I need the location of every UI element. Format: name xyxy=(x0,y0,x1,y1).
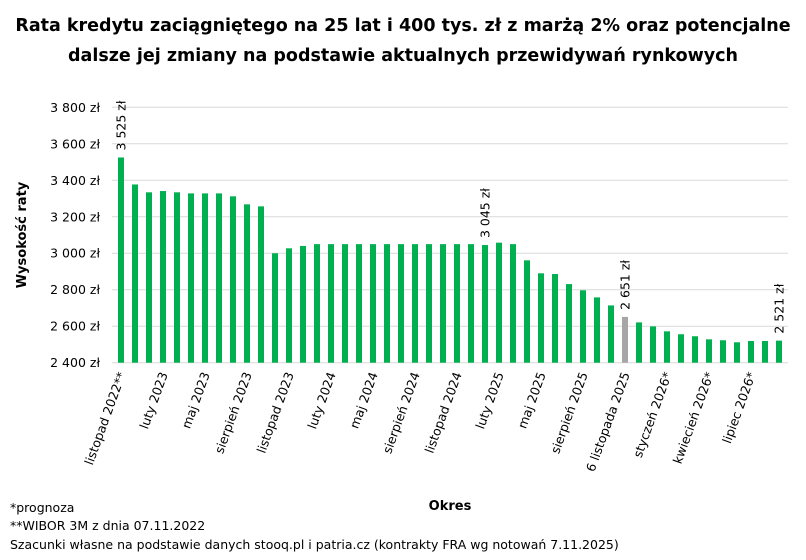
bar xyxy=(300,245,306,363)
bar xyxy=(510,244,516,363)
bar xyxy=(398,244,404,363)
bar xyxy=(762,340,768,363)
bar xyxy=(608,305,614,363)
footnote-wibor: **WIBOR 3M z dnia 07.11.2022 xyxy=(10,518,205,533)
bar xyxy=(692,336,698,363)
x-tick-label: luty 2024 xyxy=(304,370,338,431)
bar xyxy=(468,244,474,363)
data-label: 3 045 zł xyxy=(478,188,493,238)
x-tick-label: 6 listopada 2025 xyxy=(583,370,633,474)
bar xyxy=(454,244,460,363)
x-tick-label: listopad 2024 xyxy=(422,370,465,455)
bar xyxy=(356,244,362,363)
bar xyxy=(244,204,250,363)
footnote-source: Szacunki własne na podstawie danych stoo… xyxy=(10,537,619,552)
bar xyxy=(706,339,712,363)
bar xyxy=(440,244,446,363)
bar xyxy=(132,184,138,363)
bar xyxy=(636,322,642,363)
bar xyxy=(202,193,208,363)
y-tick-label: 3 600 zł xyxy=(50,136,100,151)
bars xyxy=(118,157,782,363)
bar xyxy=(538,273,544,363)
x-tick-label: kwiecień 2026* xyxy=(670,370,717,466)
bar xyxy=(370,244,376,363)
x-tick-label: listopad 2022** xyxy=(81,370,129,467)
x-tick-label: sierpień 2024 xyxy=(379,370,422,456)
bar xyxy=(594,297,600,363)
bar xyxy=(622,316,628,363)
x-tick-label: maj 2023 xyxy=(179,370,213,431)
bar xyxy=(174,192,180,363)
x-tick-label: lipiec 2026* xyxy=(719,370,759,446)
bar xyxy=(118,157,124,363)
x-tick-label: sierpień 2025 xyxy=(547,370,590,456)
x-tick-label: luty 2025 xyxy=(472,370,506,431)
bar xyxy=(314,244,320,363)
x-axis-ticks: listopad 2022** luty 2023 maj 2023sierpień… xyxy=(81,370,759,474)
bar xyxy=(230,196,236,363)
x-tick-label: styczeń 2026* xyxy=(630,370,675,460)
bar xyxy=(188,193,194,363)
y-tick-label: 3 400 zł xyxy=(50,173,100,188)
data-label: 2 651 zł xyxy=(618,260,633,310)
bar xyxy=(160,191,166,363)
bar xyxy=(146,192,152,363)
data-labels: 3 525 zł 3 045 zł 2 651 zł 2 521 zł xyxy=(114,100,787,333)
chart-title-line-1: Rata kredytu zaciągniętego na 25 lat i 4… xyxy=(15,16,790,36)
footnote-forecast: *prognoza xyxy=(10,500,74,515)
bar xyxy=(678,334,684,363)
bar xyxy=(776,340,782,363)
bar xyxy=(482,245,488,363)
x-tick-label: maj 2024 xyxy=(347,370,381,431)
bar xyxy=(216,193,222,363)
data-label: 2 521 zł xyxy=(772,283,787,333)
y-tick-label: 3 000 zł xyxy=(50,246,100,261)
bar xyxy=(580,290,586,363)
bar xyxy=(650,326,656,363)
bar xyxy=(566,284,572,363)
bar xyxy=(328,244,334,363)
y-axis-title: Wysokość raty xyxy=(15,181,30,288)
bar xyxy=(426,244,432,363)
x-tick-label: listopad 2023 xyxy=(254,370,297,455)
gridlines xyxy=(112,106,788,364)
x-tick-label: maj 2025 xyxy=(515,370,549,431)
y-tick-label: 2 600 zł xyxy=(50,319,100,334)
y-tick-label: 3 200 zł xyxy=(50,209,100,224)
bar xyxy=(734,342,740,363)
bar xyxy=(412,244,418,363)
bar xyxy=(258,206,264,363)
bar xyxy=(286,248,292,363)
bar xyxy=(342,244,348,363)
y-tick-label: 3 800 zł xyxy=(50,100,100,115)
bar xyxy=(748,340,754,363)
bar xyxy=(524,260,530,363)
y-axis-ticks: 2 400 zł 2 600 zł 2 800 zł 3 000 zł 3 200 zł… xyxy=(50,100,100,370)
bar xyxy=(272,253,278,363)
x-axis-title: Okres xyxy=(429,499,472,514)
x-tick-label: luty 2023 xyxy=(136,370,170,431)
data-label: 3 525 zł xyxy=(114,100,129,150)
y-tick-label: 2 400 zł xyxy=(50,355,100,370)
bar xyxy=(664,331,670,363)
bar xyxy=(384,244,390,363)
y-tick-label: 2 800 zł xyxy=(50,282,100,297)
bar xyxy=(552,274,558,363)
x-tick-label: sierpień 2023 xyxy=(211,370,254,456)
bar xyxy=(496,242,502,363)
chart-title-line-2: dalsze jej zmiany na podstawie aktualnyc… xyxy=(68,46,738,66)
bar xyxy=(720,340,726,363)
